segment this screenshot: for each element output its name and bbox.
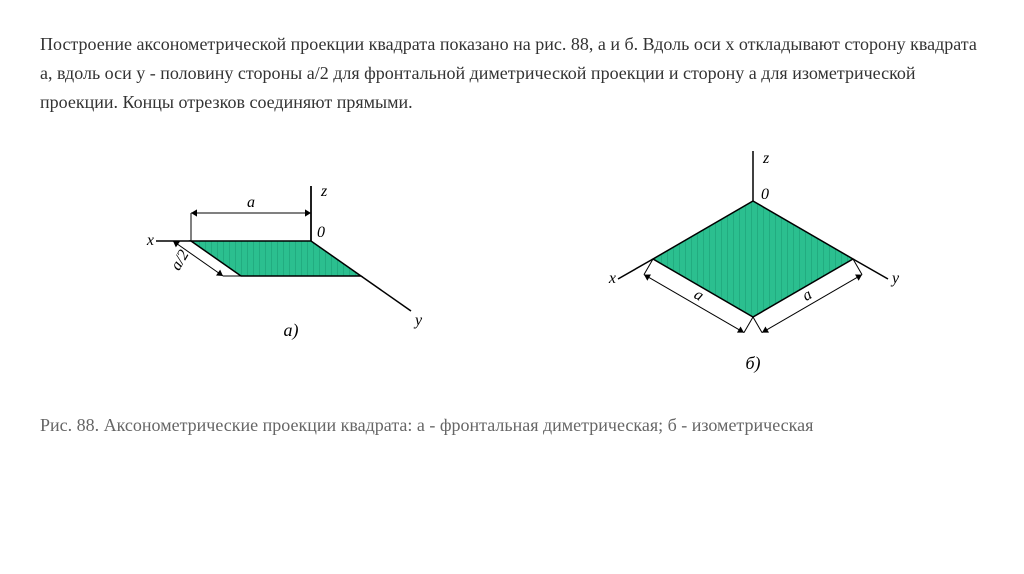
svg-text:a: a [800,286,815,305]
figure-b: z 0 x y a a б) [553,141,933,381]
svg-text:б): б) [745,353,760,374]
description-text: Построение аксонометрической проекции кв… [40,30,984,116]
svg-text:y: y [413,312,423,329]
svg-text:x: x [608,270,616,287]
svg-text:а): а) [284,320,299,341]
svg-text:a/2: a/2 [168,248,193,274]
caption-text: Рис. 88. Аксонометрические проекции квад… [40,411,984,440]
svg-text:a: a [691,286,706,305]
figure-b-svg: z 0 x y a a б) [553,141,933,381]
svg-text:0: 0 [317,224,325,241]
svg-text:a: a [247,194,255,211]
figure-a-svg: z 0 x y a a/2 а) [91,161,451,361]
svg-text:y: y [890,270,900,287]
svg-text:z: z [320,183,328,200]
figure-a: z 0 x y a a/2 а) [91,161,451,361]
svg-text:x: x [146,232,154,249]
figures-container: z 0 x y a a/2 а) z 0 x y a a б) [40,141,984,381]
svg-text:z: z [762,150,770,167]
svg-text:0: 0 [761,186,769,203]
